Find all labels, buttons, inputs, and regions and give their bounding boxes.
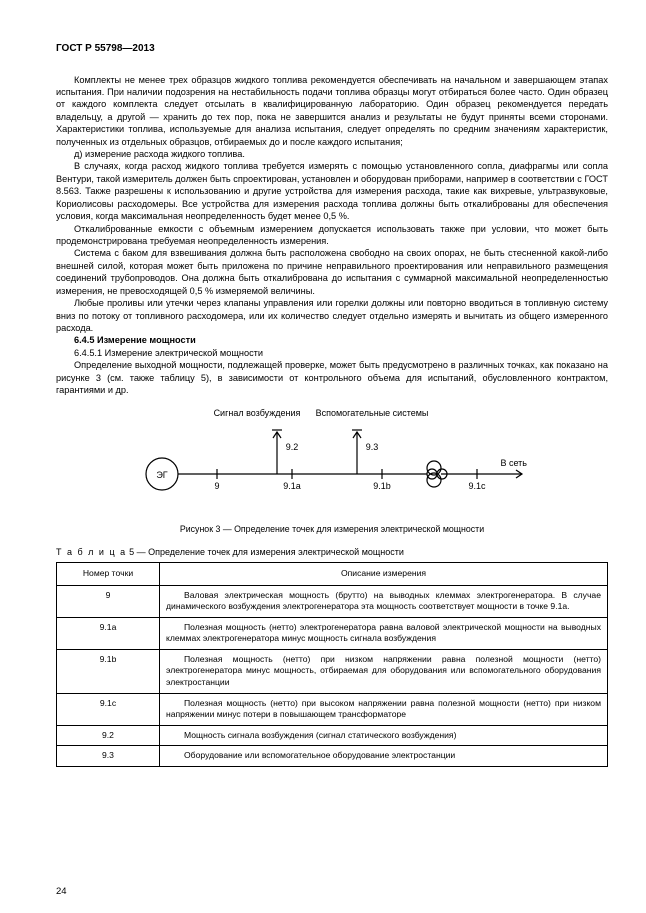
paragraph: Любые проливы или утечки через клапаны у…	[56, 297, 608, 334]
table-5: Номер точки Описание измерения 9 Валовая…	[56, 562, 608, 767]
paragraph: Определение выходной мощности, подлежаще…	[56, 359, 608, 396]
col-desc: Описание измерения	[160, 562, 608, 585]
table-header-row: Номер точки Описание измерения	[57, 562, 608, 585]
page-number: 24	[56, 886, 67, 899]
eg-label: ЭГ	[156, 470, 167, 480]
paragraph: д) измерение расхода жидкого топлива.	[56, 148, 608, 160]
table-row: 9.1a Полезная мощность (нетто) электроге…	[57, 617, 608, 649]
paragraph: Откалиброванные емкости с объемным измер…	[56, 223, 608, 248]
cell-desc: Оборудование или вспомогательное оборудо…	[160, 746, 608, 767]
table-row: 9.1b Полезная мощность (нетто) при низко…	[57, 649, 608, 693]
pt-91b: 9.1b	[373, 481, 391, 491]
cell-desc: Валовая электрическая мощность (брутто) …	[160, 585, 608, 617]
cell-num: 9.3	[57, 746, 160, 767]
label-grid: В сеть	[500, 458, 527, 468]
table-title: Т а б л и ц а 5 — Определение точек для …	[56, 546, 608, 558]
table-row: 9.1c Полезная мощность (нетто) при высок…	[57, 693, 608, 725]
subsection-heading: 6.4.5.1 Измерение электрической мощности	[56, 347, 608, 359]
diagram-svg: ЭГ Сигнал возбуждения Вспомогательные си…	[122, 404, 542, 514]
cell-num: 9.1b	[57, 649, 160, 693]
label-excitation: Сигнал возбуждения	[214, 408, 301, 418]
table-row: 9.3 Оборудование или вспомогательное обо…	[57, 746, 608, 767]
table-row: 9 Валовая электрическая мощность (брутто…	[57, 585, 608, 617]
pt-9: 9	[214, 481, 219, 491]
table-row: 9.2 Мощность сигнала возбуждения (сигнал…	[57, 725, 608, 746]
paragraph: Система с баком для взвешивания должна б…	[56, 247, 608, 297]
section-heading: 6.4.5 Измерение мощности	[56, 334, 608, 346]
col-num: Номер точки	[57, 562, 160, 585]
label-aux: Вспомогательные системы	[316, 408, 429, 418]
table-title-spaced: Т а б л и ц а	[56, 547, 127, 557]
cell-num: 9	[57, 585, 160, 617]
pt-91a: 9.1a	[283, 481, 301, 491]
figure-caption: Рисунок 3 — Определение точек для измере…	[122, 524, 542, 536]
pt-93: 9.3	[366, 442, 379, 452]
figure-3: ЭГ Сигнал возбуждения Вспомогательные си…	[122, 404, 542, 535]
cell-num: 9.1c	[57, 693, 160, 725]
doc-header: ГОСТ Р 55798—2013	[56, 42, 608, 56]
pt-92: 9.2	[286, 442, 299, 452]
cell-desc: Полезная мощность (нетто) электрогенерат…	[160, 617, 608, 649]
cell-desc: Мощность сигнала возбуждения (сигнал ста…	[160, 725, 608, 746]
cell-desc: Полезная мощность (нетто) при высоком на…	[160, 693, 608, 725]
cell-num: 9.2	[57, 725, 160, 746]
cell-num: 9.1a	[57, 617, 160, 649]
cell-desc: Полезная мощность (нетто) при низком нап…	[160, 649, 608, 693]
paragraph: Комплекты не менее трех образцов жидкого…	[56, 74, 608, 149]
table-title-rest: 5 — Определение точек для измерения элек…	[127, 547, 404, 557]
pt-91c: 9.1c	[468, 481, 486, 491]
paragraph: В случаях, когда расход жидкого топлива …	[56, 160, 608, 222]
page: ГОСТ Р 55798—2013 Комплекты не менее тре…	[0, 0, 646, 913]
